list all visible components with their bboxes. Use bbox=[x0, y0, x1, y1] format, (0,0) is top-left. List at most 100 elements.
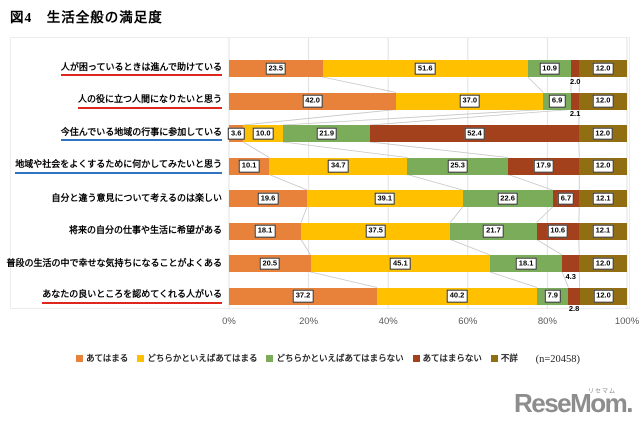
connector-line bbox=[561, 271, 569, 288]
legend-swatch bbox=[490, 354, 498, 362]
connector-line bbox=[407, 174, 463, 191]
category-label-text: 普段の生活の中で幸せな気持ちになることがよくある bbox=[6, 257, 222, 268]
value-label: 51.6 bbox=[414, 62, 436, 75]
legend-label: どちらかといえばあてはまる bbox=[147, 353, 258, 363]
connector-line bbox=[370, 141, 509, 158]
plot-frame bbox=[10, 37, 630, 309]
category-label: 人の役に立つ人間になりたいと思う bbox=[0, 86, 222, 118]
connector-line bbox=[450, 239, 491, 256]
bar-segment-4 bbox=[570, 92, 580, 110]
legend-label: あてはまらない bbox=[422, 353, 482, 363]
value-label: 22.6 bbox=[497, 192, 518, 205]
bar-segment-4 bbox=[562, 255, 580, 272]
legend-label: 不詳 bbox=[500, 353, 518, 363]
chart-row: あなたの良いところを認めてくれる人がいる 37.2 40.2 7.9 2.8 12.0 bbox=[0, 281, 640, 313]
connector-line bbox=[243, 109, 397, 126]
figure-title: 図4 生活全般の満足度 bbox=[10, 10, 163, 25]
category-label: あなたの良いところを認めてくれる人がいる bbox=[0, 281, 222, 313]
axis-tick-label: 0% bbox=[222, 316, 236, 327]
legend-item: あてはまらない bbox=[412, 352, 482, 364]
connector-line bbox=[527, 76, 544, 93]
category-label: 人が困っているときは進んで助けている bbox=[0, 53, 222, 85]
value-label: 6.9 bbox=[548, 94, 566, 108]
axis-tick-label: 80% bbox=[537, 316, 557, 327]
value-label: 3.6 bbox=[227, 127, 245, 140]
value-label: 7.9 bbox=[544, 289, 561, 303]
connector-line bbox=[300, 239, 311, 256]
legend-swatch bbox=[266, 354, 274, 362]
category-label: 今住んでいる地域の行事に参加している bbox=[0, 118, 222, 150]
category-label-text: 将来の自分の仕事や生活に希望がある bbox=[68, 225, 222, 236]
legend: あてはまる どちらかといえばあてはまる どちらかといえばあてはまらない あてはまらない… bbox=[62, 351, 532, 365]
connector-line bbox=[283, 141, 408, 158]
value-label: 37.5 bbox=[365, 224, 386, 238]
axis-tick-label: 40% bbox=[378, 316, 398, 327]
axis-tick-label: 60% bbox=[458, 316, 478, 327]
value-label: 20.5 bbox=[259, 257, 281, 270]
value-label: 2.1 bbox=[569, 109, 581, 118]
value-label: 25.3 bbox=[447, 159, 468, 173]
value-label: 21.7 bbox=[483, 224, 504, 238]
value-label: 42.0 bbox=[302, 94, 323, 108]
chart-row: 地域や社会をよくするために何かしてみたいと思う 10.1 34.7 25.3 17.9 1… bbox=[0, 151, 640, 183]
axis-tick-label: 20% bbox=[299, 316, 319, 327]
value-label: 17.9 bbox=[533, 159, 554, 173]
value-label: 6.7 bbox=[557, 192, 575, 205]
legend-item: どちらかといえばあてはまらない bbox=[266, 352, 404, 364]
legend-label: あてはまる bbox=[86, 353, 129, 363]
connector-line bbox=[370, 109, 571, 126]
value-label: 10.1 bbox=[238, 159, 260, 173]
stacked-bar bbox=[229, 125, 627, 142]
legend-swatch bbox=[76, 354, 84, 362]
value-label: 2.0 bbox=[570, 76, 581, 86]
chart-row: 将来の自分の仕事や生活に希望がある 18.1 37.5 21.7 10.6 12.1 bbox=[0, 216, 640, 248]
legend-item: あてはまる bbox=[76, 352, 128, 364]
value-label: 37.2 bbox=[292, 289, 314, 303]
bar-segment-4 bbox=[571, 60, 580, 77]
value-label: 12.0 bbox=[592, 159, 614, 173]
legend-item: 不詳 bbox=[490, 352, 518, 364]
value-label: 12.0 bbox=[592, 94, 614, 108]
value-label: 40.2 bbox=[446, 289, 468, 303]
category-label: 将来の自分の仕事や生活に希望がある bbox=[0, 216, 222, 248]
category-label-text: 人が困っているときは進んで助けている bbox=[60, 62, 222, 77]
value-label: 39.1 bbox=[374, 192, 396, 205]
bar-segment-4 bbox=[568, 287, 580, 305]
connector-line bbox=[283, 109, 544, 126]
connector-line bbox=[536, 239, 563, 256]
connector-line bbox=[322, 76, 397, 93]
connector-line bbox=[489, 271, 538, 288]
value-label: 4.3 bbox=[565, 271, 576, 281]
legend-swatch bbox=[137, 354, 145, 362]
value-label: 2.8 bbox=[568, 304, 580, 313]
value-label: 23.5 bbox=[265, 62, 287, 75]
axis-tick-label: 100% bbox=[614, 316, 640, 327]
connector-line bbox=[507, 174, 553, 191]
chart-row: 人の役に立つ人間になりたいと思う 42.0 37.0 6.9 2.1 12.0 bbox=[0, 86, 640, 118]
category-label-text: 今住んでいる地域の行事に参加している bbox=[60, 127, 222, 142]
value-label: 37.0 bbox=[459, 94, 481, 108]
value-label: 12.0 bbox=[592, 257, 614, 270]
value-label: 12.0 bbox=[592, 62, 614, 75]
value-label: 12.1 bbox=[593, 192, 614, 205]
resemom-logo-text: ReseMom. bbox=[513, 388, 634, 418]
value-label: 18.1 bbox=[254, 224, 276, 238]
connector-line bbox=[269, 174, 308, 191]
x-axis: 0% 20% 40% 60% 80% 100% bbox=[0, 316, 640, 330]
sample-size-label: (n=20458) bbox=[535, 354, 580, 365]
connector-line bbox=[449, 206, 463, 223]
value-label: 12.0 bbox=[593, 289, 614, 303]
chart-row: 自分と違う意見について考えるのは楽しい 19.6 39.1 22.6 6.7 12.1 bbox=[0, 183, 640, 215]
connector-line bbox=[300, 206, 308, 223]
stacked-bar bbox=[229, 255, 627, 272]
stacked-bar bbox=[229, 157, 627, 175]
value-label: 34.7 bbox=[327, 159, 349, 173]
legend-swatch bbox=[412, 354, 420, 362]
category-label-text: 自分と違う意見について考えるのは楽しい bbox=[51, 192, 222, 203]
value-label: 10.0 bbox=[252, 127, 274, 140]
connector-line bbox=[536, 206, 553, 223]
value-label: 12.1 bbox=[592, 224, 614, 238]
category-label: 自分と違う意見について考えるのは楽しい bbox=[0, 183, 222, 215]
stacked-bar bbox=[229, 92, 627, 110]
value-label: 45.1 bbox=[390, 257, 411, 270]
